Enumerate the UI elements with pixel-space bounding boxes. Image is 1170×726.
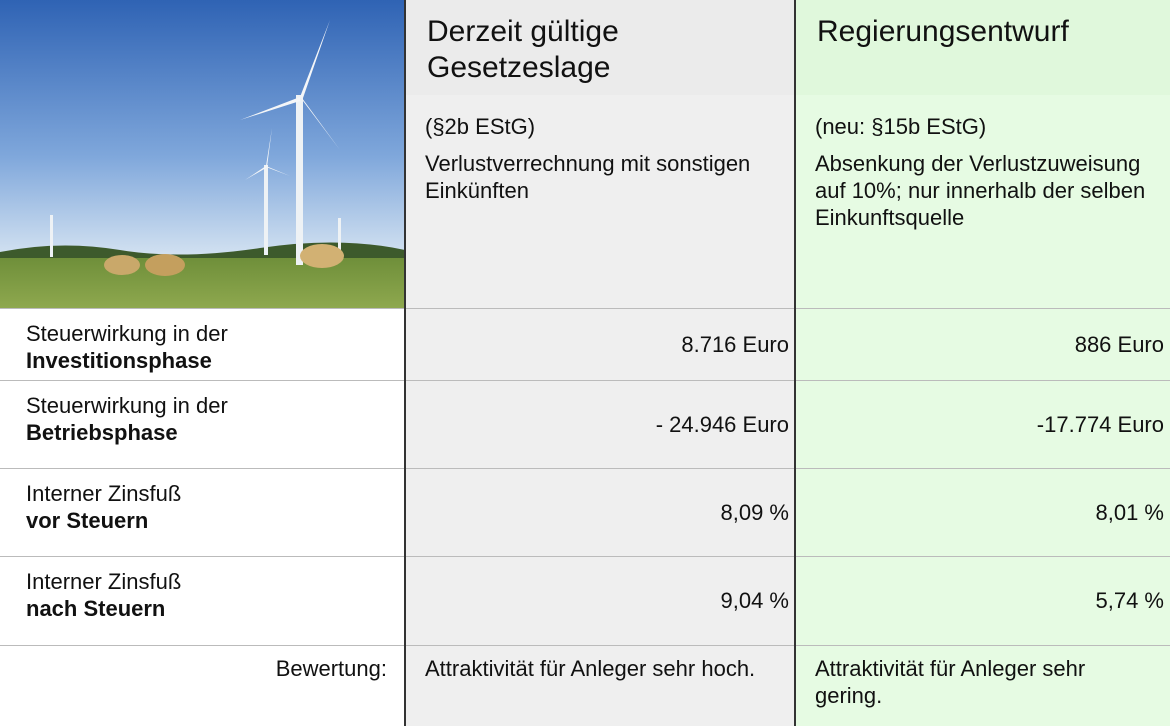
column-title: Regierungsentwurf [795, 0, 1170, 95]
row-divider [0, 645, 1170, 646]
row-label-bold: Betriebsphase [26, 419, 404, 446]
column-divider [404, 0, 406, 726]
row-divider [0, 308, 1170, 309]
row-value: 9,04 % [405, 556, 795, 645]
column-divider [794, 0, 796, 726]
rating-value: Attraktivität für Anleger sehr hoch. [405, 645, 795, 726]
row-label-text: Interner Zinsfuß [26, 568, 404, 595]
column-description: (§2b EStG) Verlustverrechnung mit sonsti… [405, 95, 795, 308]
rating-label: Bewertung: [0, 645, 405, 726]
row-label-bold: Investitionsphase [26, 347, 404, 374]
row-label-bold: vor Steuern [26, 507, 404, 534]
rating-value: Attraktivität für Anleger sehr gering. [795, 645, 1170, 726]
row-label-text: Steuerwirkung in der [26, 392, 404, 419]
row-value: 5,74 % [795, 556, 1170, 645]
column-text: Verlustverrechnung mit sonstigen Einkünf… [425, 150, 775, 204]
column-reference: (neu: §15b EStG) [815, 113, 1150, 140]
row-value: -17.774 Euro [795, 380, 1170, 468]
row-label-bold: nach Steuern [26, 595, 404, 622]
column-description: (neu: §15b EStG) Absenkung der Verlustzu… [795, 95, 1170, 308]
wind-turbine-photo [0, 0, 405, 308]
row-value: - 24.946 Euro [405, 380, 795, 468]
row-value: 8,09 % [405, 468, 795, 556]
row-value: 886 Euro [795, 308, 1170, 380]
row-value: 8.716 Euro [405, 308, 795, 380]
column-title: Derzeit gültige Gesetzeslage [405, 0, 795, 95]
row-divider [0, 556, 1170, 557]
row-label-text: Interner Zinsfuß [26, 480, 404, 507]
row-divider [0, 380, 1170, 381]
row-label-text: Steuerwirkung in der [26, 320, 404, 347]
column-reference: (§2b EStG) [425, 113, 775, 140]
row-value: 8,01 % [795, 468, 1170, 556]
row-divider [0, 468, 1170, 469]
page: Derzeit gültige Gesetzeslage Regierungse… [0, 0, 1170, 726]
column-text: Absenkung der Verlustzuweisung auf 10%; … [815, 150, 1150, 231]
